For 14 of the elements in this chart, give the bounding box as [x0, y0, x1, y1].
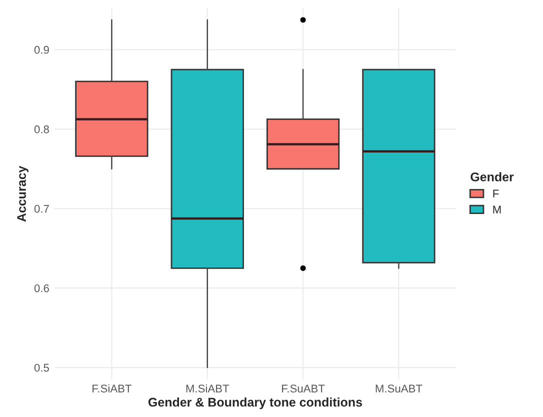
legend-label: F: [493, 190, 499, 198]
x-tick-label: M.SuABT: [376, 384, 422, 392]
x-tick-label: F.SiABT: [92, 384, 132, 392]
y-tick-label: 0.9: [34, 46, 49, 54]
y-axis-title: Accuracy: [17, 166, 28, 222]
x-tick-label: F.SuABT: [282, 384, 325, 392]
y-tick-label: 0.5: [34, 364, 49, 372]
x-tick-label: M.SiABT: [186, 384, 230, 392]
legend-label: M: [493, 206, 501, 214]
y-tick-label: 0.8: [34, 125, 49, 134]
y-tick-label: 0.7: [34, 204, 49, 213]
x-axis-title: Gender & Boundary tone conditions: [148, 397, 362, 410]
y-tick-label: 0.6: [34, 284, 49, 292]
legend-title: Gender: [470, 172, 514, 182]
